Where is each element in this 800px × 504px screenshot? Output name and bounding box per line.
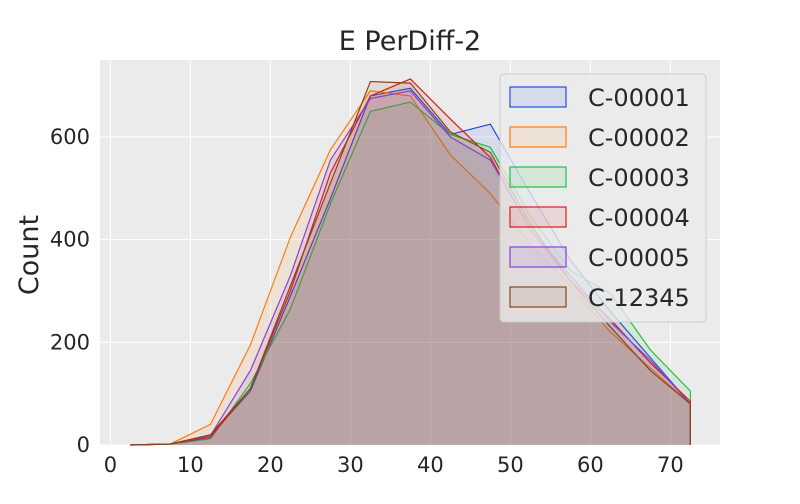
chart-title: E PerDiff-2 bbox=[339, 26, 482, 57]
y-tick-label: 400 bbox=[50, 228, 90, 252]
legend-swatch bbox=[510, 127, 566, 147]
x-tick-label: 0 bbox=[104, 453, 117, 477]
x-tick-label: 40 bbox=[417, 453, 444, 477]
legend-label: C-00003 bbox=[588, 164, 690, 192]
y-tick-label: 600 bbox=[50, 125, 90, 149]
legend-swatch bbox=[510, 207, 566, 227]
y-tick-label: 0 bbox=[77, 433, 90, 457]
x-tick-label: 10 bbox=[177, 453, 204, 477]
x-tick-label: 60 bbox=[577, 453, 604, 477]
x-tick-label: 50 bbox=[497, 453, 524, 477]
legend-label: C-00002 bbox=[588, 124, 690, 152]
legend-label: C-00004 bbox=[588, 204, 690, 232]
legend-label: C-00001 bbox=[588, 84, 690, 112]
x-tick-label: 20 bbox=[257, 453, 284, 477]
legend-swatch bbox=[510, 87, 566, 107]
y-tick-label: 200 bbox=[50, 330, 90, 354]
legend-label: C-00005 bbox=[588, 244, 690, 272]
legend-swatch bbox=[510, 247, 566, 267]
legend-label: C-12345 bbox=[588, 284, 690, 312]
x-tick-label: 70 bbox=[657, 453, 684, 477]
legend: C-00001 C-00002 C-00003 C-00004 C-00005 C-123… bbox=[500, 74, 706, 322]
x-tick-label: 30 bbox=[337, 453, 364, 477]
legend-swatch bbox=[510, 287, 566, 307]
y-axis-label: Count bbox=[14, 215, 45, 295]
legend-swatch bbox=[510, 167, 566, 187]
